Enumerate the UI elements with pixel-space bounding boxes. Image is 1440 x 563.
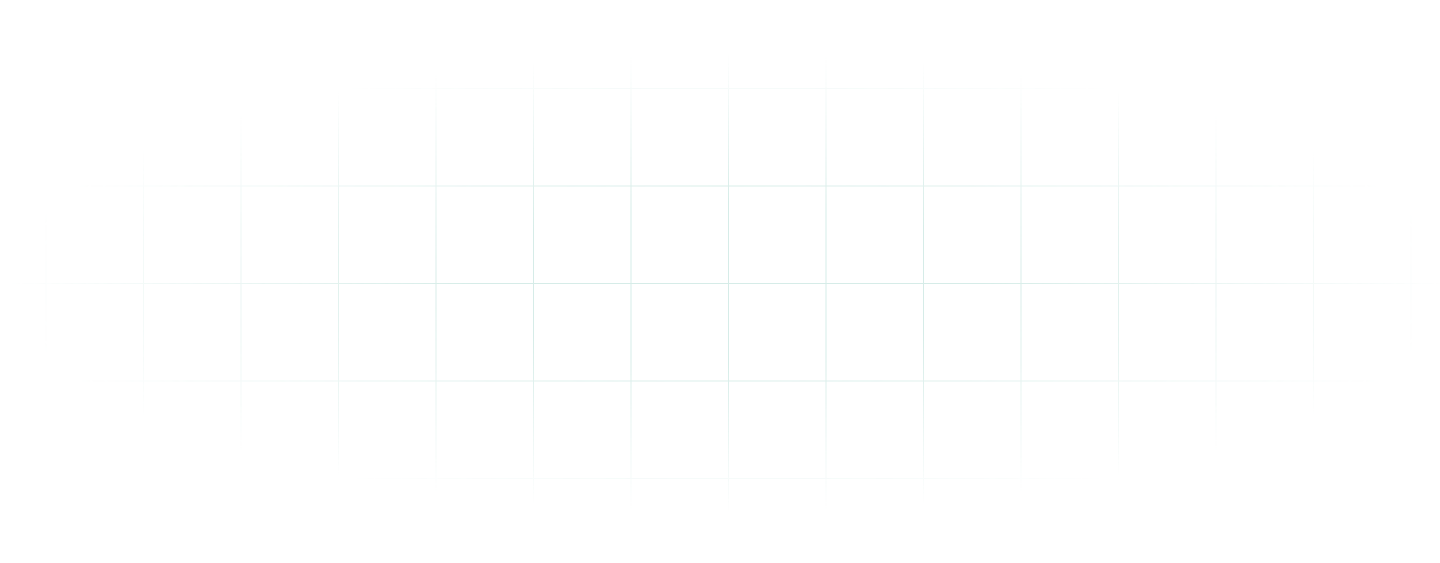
page: Grid background {} html, body { margin: … <box>0 0 1440 563</box>
page-body: (() => { const data = JSON.parse(documen… <box>0 0 1440 563</box>
grid-background <box>0 0 1440 563</box>
